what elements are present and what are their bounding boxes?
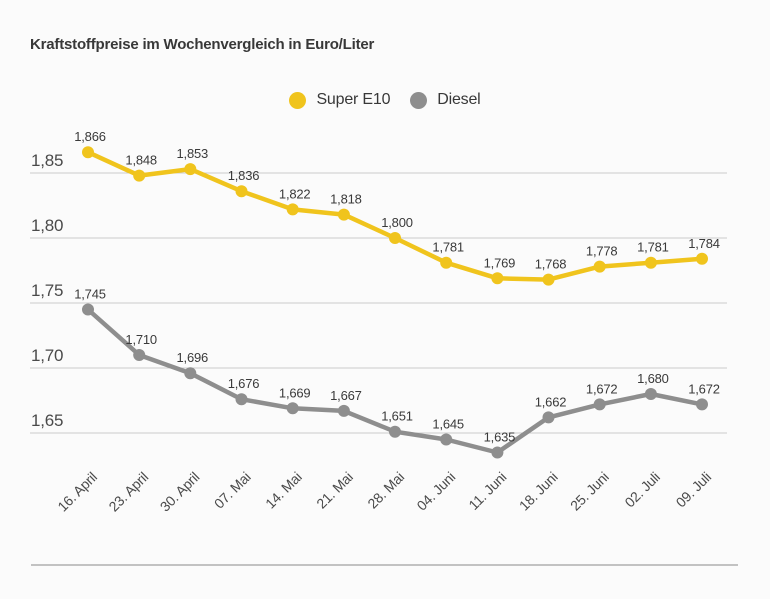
- value-label-super-e10: 1,768: [535, 257, 567, 272]
- data-point-super-e10: [82, 146, 94, 159]
- y-axis-tick-label: 1,70: [31, 346, 63, 365]
- value-label-diesel: 1,680: [637, 371, 669, 386]
- value-label-diesel: 1,676: [228, 376, 260, 391]
- value-label-super-e10: 1,781: [637, 240, 669, 255]
- data-point-super-e10: [389, 232, 401, 244]
- value-label-super-e10: 1,836: [228, 168, 260, 183]
- value-label-super-e10: 1,781: [432, 240, 464, 255]
- y-axis-tick-label: 1,75: [31, 281, 63, 300]
- chart-title: Kraftstoffpreise im Wochenvergleich in E…: [30, 36, 375, 53]
- x-axis-tick-label: 04. Juni: [413, 469, 458, 514]
- data-point-diesel: [491, 446, 504, 459]
- value-label-super-e10: 1,769: [484, 255, 516, 270]
- data-point-diesel: [644, 388, 657, 400]
- x-axis-tick-label: 18. Juni: [516, 469, 561, 514]
- value-label-super-e10: 1,853: [177, 146, 209, 161]
- data-point-super-e10: [542, 273, 555, 286]
- x-axis-tick-label: 28. Mai: [364, 469, 407, 512]
- data-point-super-e10: [184, 163, 197, 176]
- value-label-diesel: 1,710: [125, 332, 157, 347]
- value-label-super-e10: 1,778: [586, 244, 618, 259]
- x-axis-tick-label: 07. Mai: [211, 469, 254, 512]
- x-axis-tick-label: 21. Mai: [313, 469, 356, 512]
- value-label-diesel: 1,672: [688, 381, 720, 396]
- value-label-super-e10: 1,800: [381, 215, 413, 230]
- data-point-diesel: [440, 433, 453, 446]
- value-label-super-e10: 1,848: [125, 153, 157, 168]
- value-label-diesel: 1,651: [381, 409, 413, 424]
- value-label-super-e10: 1,818: [330, 192, 362, 207]
- diesel-dot-icon: [410, 91, 428, 109]
- y-axis-tick-label: 1,80: [31, 216, 63, 235]
- data-point-diesel: [593, 398, 606, 411]
- value-label-diesel: 1,672: [586, 381, 618, 396]
- chart-legend: Super E10 Diesel: [0, 91, 770, 109]
- data-point-super-e10: [440, 256, 453, 269]
- x-axis-tick-label: 11. Juni: [465, 469, 509, 513]
- data-point-diesel: [696, 398, 708, 411]
- value-label-super-e10: 1,822: [279, 186, 311, 201]
- value-label-diesel: 1,635: [484, 430, 516, 445]
- legend-item-diesel: Diesel: [410, 91, 481, 109]
- data-point-super-e10: [644, 256, 657, 269]
- x-axis-tick-label: 23. April: [105, 469, 151, 515]
- value-label-diesel: 1,645: [432, 417, 464, 432]
- data-point-diesel: [389, 425, 401, 438]
- data-point-diesel: [542, 411, 555, 424]
- legend-label-diesel: Diesel: [437, 91, 481, 108]
- x-axis-tick-label: 25. Juni: [567, 469, 612, 514]
- value-label-diesel: 1,662: [535, 394, 567, 409]
- data-point-super-e10: [593, 260, 606, 273]
- y-axis-tick-label: 1,85: [31, 151, 63, 170]
- x-axis-tick-label: 16. April: [54, 469, 100, 515]
- data-point-super-e10: [286, 203, 299, 216]
- data-point-diesel: [337, 404, 350, 417]
- x-axis-tick-label: 30. April: [157, 469, 203, 515]
- data-point-super-e10: [696, 252, 708, 265]
- data-point-super-e10: [491, 272, 504, 285]
- data-point-diesel: [286, 402, 299, 415]
- data-point-super-e10: [133, 169, 146, 182]
- data-point-diesel: [133, 349, 146, 361]
- x-axis-tick-label: 14. Mai: [262, 469, 305, 512]
- data-point-diesel: [184, 367, 197, 380]
- data-point-super-e10: [235, 185, 248, 198]
- value-label-super-e10: 1,866: [74, 129, 106, 144]
- legend-item-super-e10: Super E10: [289, 91, 390, 109]
- y-axis-tick-label: 1,65: [31, 411, 63, 430]
- value-label-diesel: 1,667: [330, 388, 362, 403]
- value-label-diesel: 1,669: [279, 385, 311, 400]
- super-e10-dot-icon: [289, 91, 307, 109]
- legend-label-super-e10: Super E10: [316, 91, 391, 108]
- value-label-diesel: 1,696: [177, 350, 209, 365]
- data-point-diesel: [235, 393, 248, 406]
- data-point-super-e10: [337, 208, 350, 221]
- x-axis-tick-label: 02. Juli: [621, 469, 663, 511]
- value-label-super-e10: 1,784: [688, 236, 720, 251]
- value-label-diesel: 1,745: [74, 287, 106, 302]
- x-axis-tick-label: 09. Juli: [673, 469, 715, 511]
- data-point-diesel: [82, 303, 94, 316]
